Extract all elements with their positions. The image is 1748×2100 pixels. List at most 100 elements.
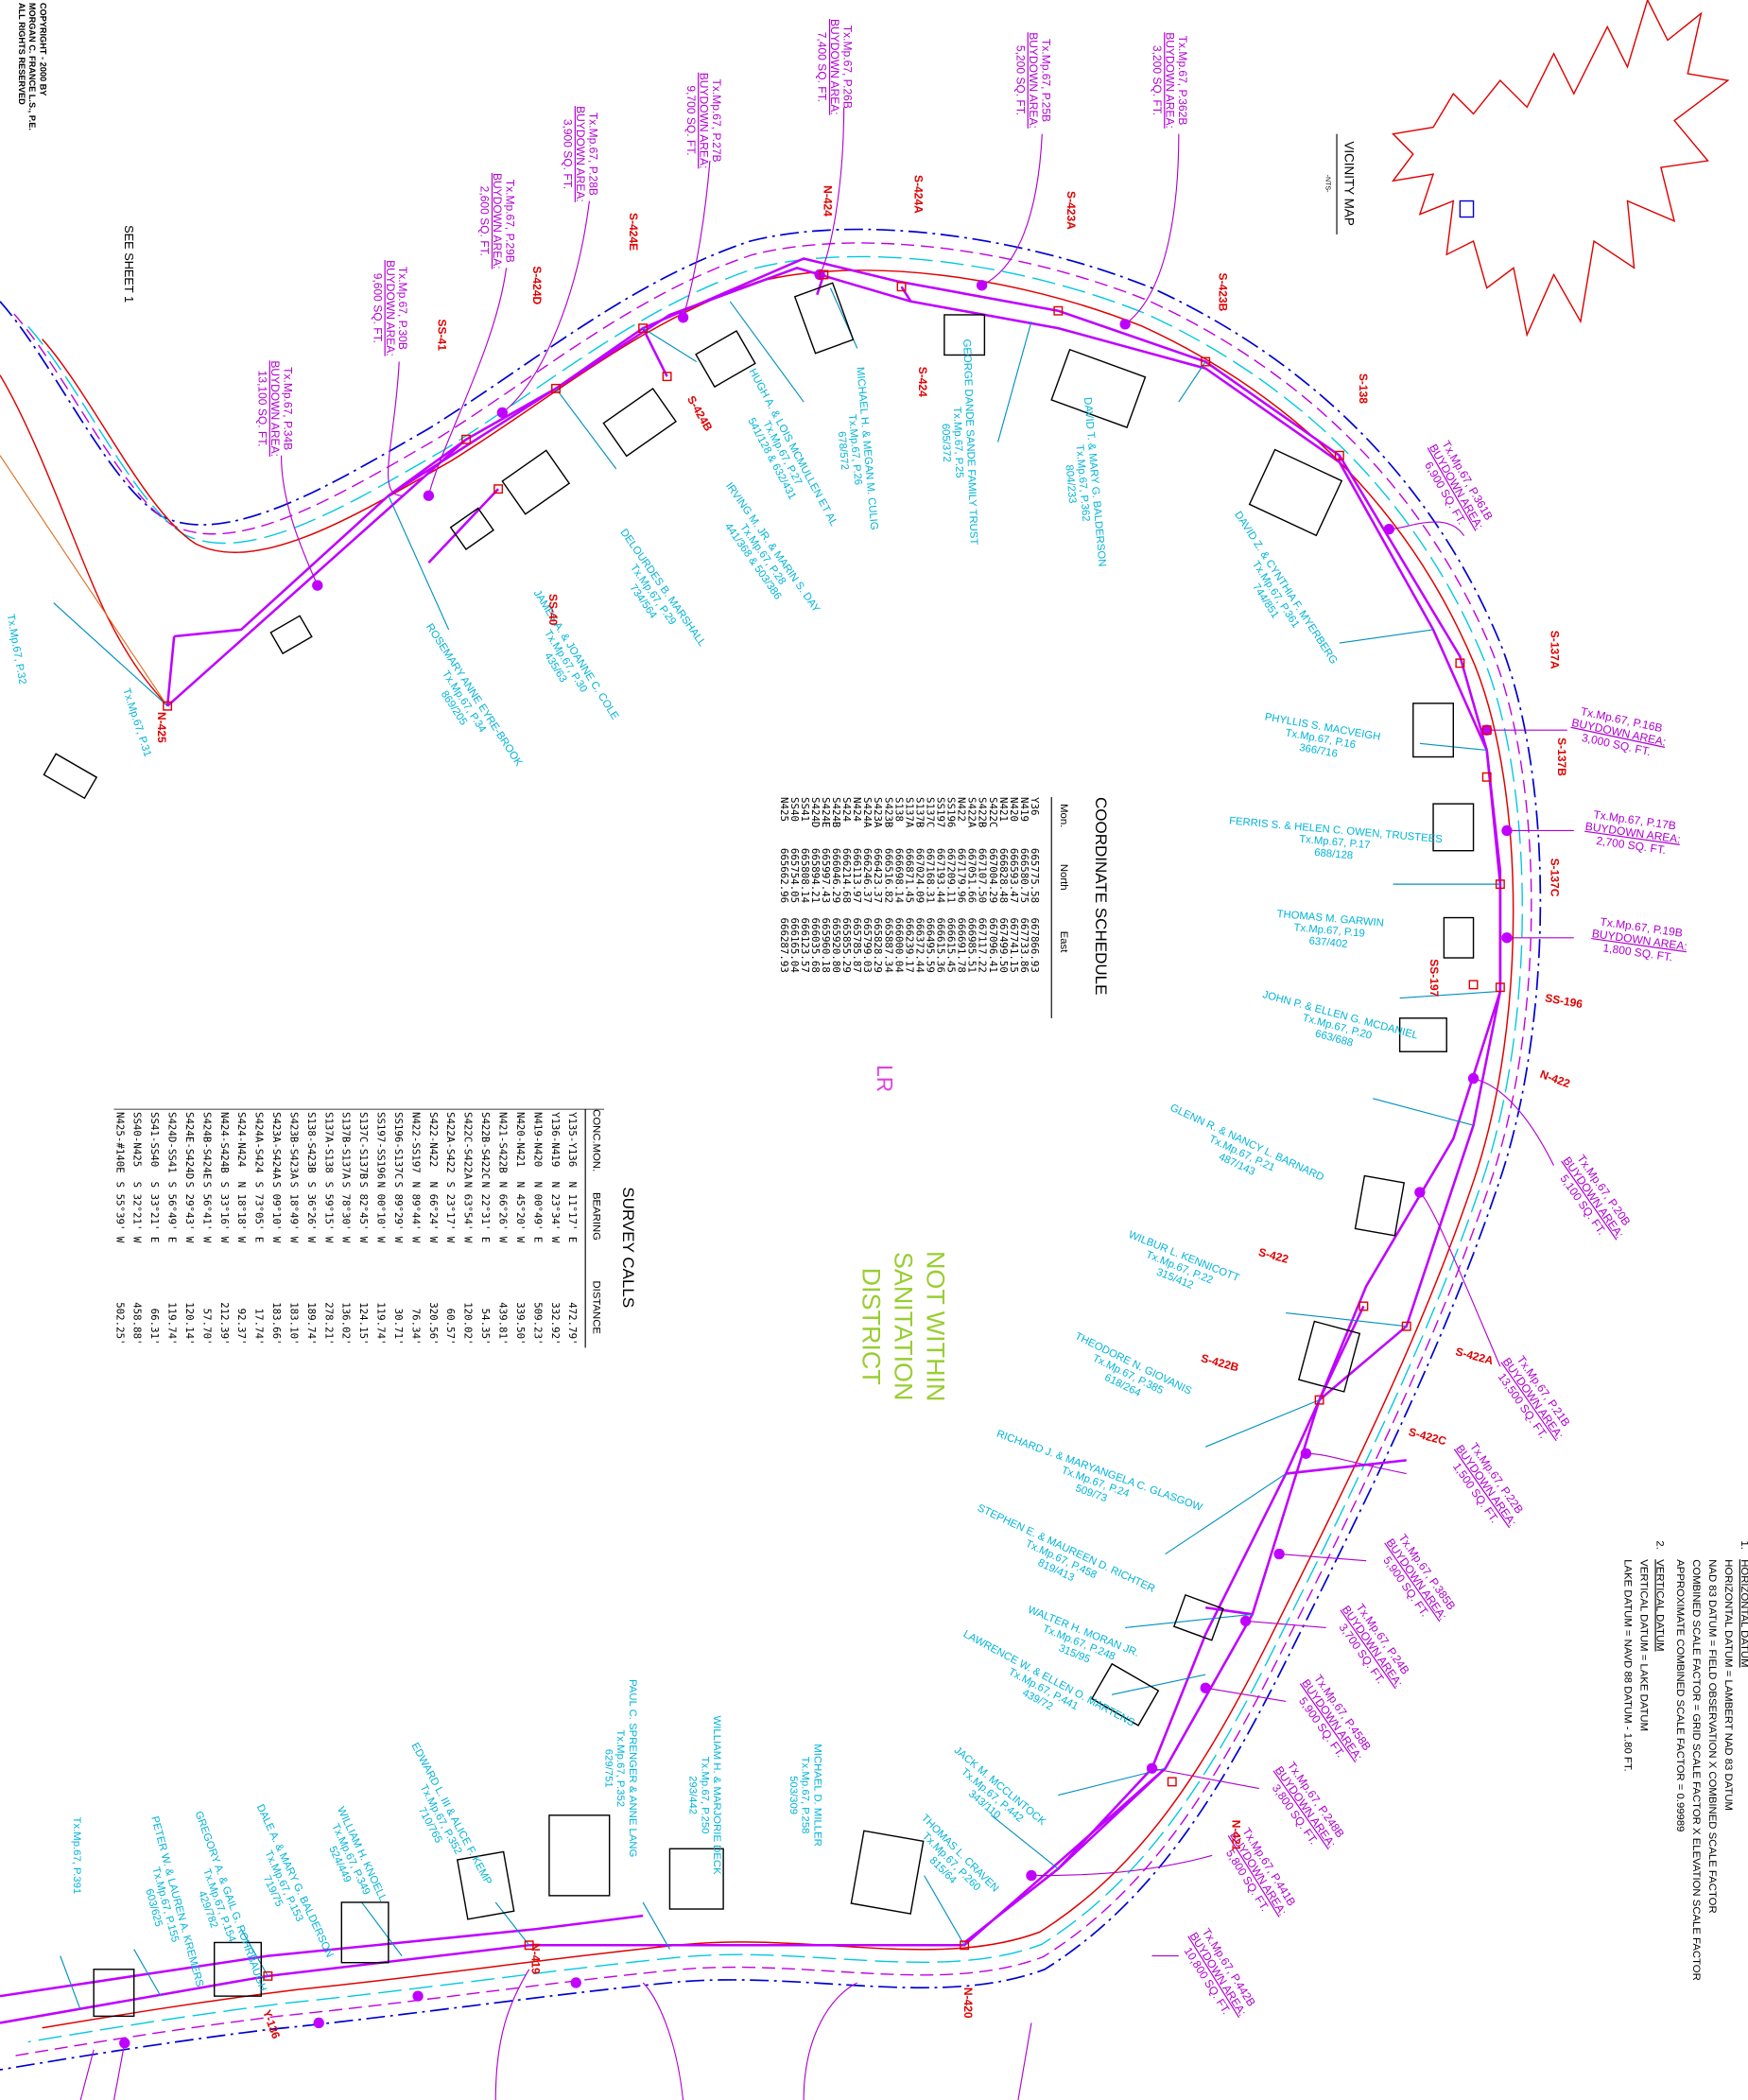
monument-label: SS-197: [1428, 959, 1441, 997]
district-code: LR: [873, 1065, 897, 1092]
table-cell: N425-#140E: [113, 1112, 126, 1173]
monument-marker: [819, 269, 829, 280]
table-cell: S 32°21' W: [131, 1182, 144, 1243]
table-cell: SS41-SS40: [148, 1112, 161, 1167]
table-cell: 666287.93: [778, 918, 790, 973]
building: [1050, 348, 1147, 428]
monument-marker: [1167, 1777, 1177, 1787]
table-cell: S 29°43' W: [183, 1182, 196, 1243]
lot-dot: [423, 490, 435, 501]
table-cell: S424B: [830, 797, 842, 827]
district-label-line: SANITATION: [889, 1252, 917, 1400]
table-cell: 666246.37: [861, 848, 874, 903]
table-cell: S137C: [924, 797, 936, 827]
table-cell: 472.79': [566, 1302, 579, 1345]
buydown-label-line: BUYDOWN AREA:: [574, 106, 587, 202]
note-line: NAD 83 DATUM = FIELD OBSERVATION X COMBI…: [1706, 1559, 1718, 1913]
table-cell: N 66°24' W: [427, 1182, 440, 1243]
building: [602, 388, 677, 458]
buydown-label-line: BUYDOWN AREA:: [1163, 32, 1176, 129]
table-cell: S422B: [977, 797, 989, 827]
buydown-label-line: BUYDOWN AREA:: [697, 73, 710, 169]
monument-label: N-421: [1230, 1820, 1243, 1851]
table-cell: S137A-S138: [322, 1112, 335, 1173]
table-cell: 666580.75: [1018, 848, 1030, 903]
table-cell: 665785.87: [851, 918, 863, 973]
monument-label: S-137A: [1549, 631, 1562, 669]
building: [269, 615, 313, 655]
monument-label: S-424: [916, 367, 929, 397]
table-cell: N 66°26' W: [496, 1182, 509, 1243]
notes: 1. HORIZONTAL DATUM HORIZONTAL DATUM = LAM…: [1622, 1540, 1748, 1980]
table-cell: 120.02': [462, 1302, 475, 1345]
table-cell: S 73°05' E: [253, 1182, 266, 1243]
table-cell: S137C-S137B: [357, 1112, 370, 1179]
table-cell: 666698.14: [892, 848, 905, 903]
table-cell: SS197: [935, 797, 947, 827]
table-cell: S423A: [872, 797, 884, 828]
table-cell: S422A: [966, 797, 978, 828]
table-cell: 666516.82: [882, 848, 894, 903]
survey-calls: SURVEY CALLS CONC.MON. BEARING DISTANCE Y135…: [113, 1108, 637, 1348]
table-cell: S138: [892, 797, 905, 822]
monument-marker: [1481, 772, 1492, 782]
table-cell: S422B-S422C: [479, 1112, 492, 1179]
table-cell: S423B-S423A: [287, 1112, 300, 1180]
parcel-label: Tx.Mp.67, P.391: [71, 1817, 82, 1895]
table-cell: 666495.59: [924, 918, 936, 973]
owner-label-line: 605/372: [940, 424, 952, 462]
table-cell: 278.21': [322, 1302, 335, 1345]
note-title: HORIZONTAL DATUM: [1739, 1559, 1748, 1667]
buydown-label-line: Tx.Mp.67, P.28B: [586, 113, 599, 196]
vicinity-scale: -NTS-: [1324, 175, 1332, 194]
building: [548, 1814, 611, 1897]
lot-dot: [677, 312, 689, 323]
table-cell: N 00°49' E: [531, 1182, 544, 1243]
column-header: North: [1058, 864, 1069, 891]
buydown-label-line: 9,700 SQ. FT.: [684, 85, 698, 155]
buydown-label-line: BUYDOWN AREA:: [268, 360, 282, 457]
table-cell: N425: [778, 797, 790, 822]
table-cell: 666615.36: [935, 918, 947, 973]
monument-marker: [1201, 356, 1211, 367]
table-cell: 92.37': [235, 1309, 248, 1345]
building: [695, 330, 756, 389]
table-cell: S423A-S424A: [270, 1112, 283, 1180]
table-cell: N 23°34' W: [549, 1182, 562, 1243]
building: [1443, 916, 1475, 959]
table-cell: 667179.96: [956, 848, 968, 903]
table-cell: 30.71': [392, 1309, 405, 1345]
table-cell: S 36°26' W: [305, 1182, 318, 1243]
table-cell: 665775.58: [1029, 848, 1041, 903]
monument-marker: [1359, 1301, 1369, 1311]
buydown-label: Tx.Mp.67, P.27BBUYDOWN AREA:9,700 SQ. FT…: [684, 73, 723, 169]
table-cell: 666214.68: [840, 848, 853, 903]
vicinity-lake: [1391, 0, 1730, 338]
building: [850, 1830, 925, 1915]
column-header: CONC.MON.: [591, 1109, 602, 1171]
building: [1172, 1593, 1224, 1641]
monument-marker: [896, 282, 907, 292]
building: [793, 282, 855, 355]
owner-label-line: Tx.Mp.67, P.250: [699, 1757, 710, 1834]
right-of-way-line: [0, 374, 168, 707]
table-cell: 667117.22: [977, 918, 989, 973]
monument-marker: [493, 484, 504, 495]
table-cell: S422C: [987, 797, 999, 827]
buydown-label-line: BUYDOWN AREA:: [1027, 32, 1040, 129]
copyright-line: ALL RIGHTS RESERVED: [17, 3, 26, 105]
buydown-label-line: Tx.Mp.67, P.27B: [710, 78, 723, 162]
table-cell: 76.34': [409, 1309, 422, 1345]
monument-marker: [662, 372, 672, 382]
district-label-line: NOT WITHIN: [921, 1251, 949, 1401]
table-cell: S424E: [820, 797, 832, 827]
table-cell: S424: [840, 797, 853, 822]
building: [93, 1969, 135, 2018]
table-cell: N422-SS197: [409, 1112, 422, 1173]
note-line: HORIZONTAL DATUM = LAMBERT NAD 83 DATUM: [1722, 1559, 1734, 1811]
table-cell: S 18°49' W: [287, 1182, 300, 1243]
buydown-label-line: 5,200 SQ. FT.: [1013, 45, 1027, 115]
